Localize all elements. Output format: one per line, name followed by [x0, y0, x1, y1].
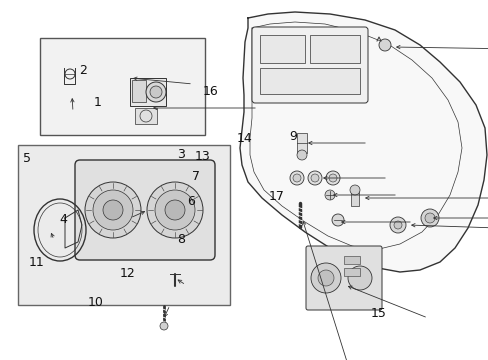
Bar	[130, 78, 165, 106]
Text: 11: 11	[29, 256, 44, 269]
Circle shape	[150, 86, 162, 98]
Circle shape	[307, 171, 321, 185]
Text: 12: 12	[119, 267, 135, 280]
Circle shape	[146, 82, 165, 102]
Bar	[350, 190, 358, 206]
Text: 7: 7	[191, 170, 199, 183]
Text: 17: 17	[268, 190, 284, 203]
Circle shape	[325, 171, 339, 185]
FancyBboxPatch shape	[251, 27, 367, 103]
Text: 13: 13	[195, 150, 210, 163]
Circle shape	[147, 182, 203, 238]
Circle shape	[296, 150, 306, 160]
Circle shape	[347, 266, 371, 290]
Bar	[132, 80, 146, 102]
Text: 4: 4	[60, 213, 67, 226]
Circle shape	[424, 213, 434, 223]
Text: 10: 10	[87, 296, 103, 309]
FancyBboxPatch shape	[75, 160, 215, 260]
Text: 3: 3	[177, 148, 184, 161]
Text: 5: 5	[23, 152, 31, 165]
Circle shape	[93, 190, 133, 230]
Circle shape	[389, 217, 405, 233]
Polygon shape	[240, 12, 486, 272]
Bar	[296, 133, 306, 153]
Bar	[343, 268, 359, 276]
Circle shape	[310, 174, 318, 182]
Bar	[260, 68, 359, 94]
Text: 16: 16	[202, 85, 218, 98]
Circle shape	[378, 39, 390, 51]
Bar	[135, 108, 157, 124]
Circle shape	[103, 200, 123, 220]
Circle shape	[349, 185, 359, 195]
Circle shape	[160, 322, 168, 330]
Bar	[343, 256, 359, 264]
Text: 15: 15	[370, 307, 386, 320]
Text: 8: 8	[177, 233, 184, 246]
Circle shape	[85, 182, 141, 238]
Text: 2: 2	[79, 64, 87, 77]
Circle shape	[328, 174, 336, 182]
Circle shape	[155, 190, 195, 230]
Circle shape	[317, 270, 333, 286]
Text: 1: 1	[94, 96, 102, 109]
Circle shape	[420, 209, 438, 227]
Circle shape	[164, 200, 184, 220]
Bar	[40, 38, 204, 135]
Circle shape	[289, 171, 304, 185]
Circle shape	[310, 263, 340, 293]
Bar	[260, 35, 305, 63]
Bar	[18, 145, 229, 305]
Text: 6: 6	[186, 195, 194, 208]
Circle shape	[292, 174, 301, 182]
Text: 9: 9	[289, 130, 297, 143]
Bar	[309, 35, 359, 63]
Circle shape	[331, 214, 343, 226]
Text: 14: 14	[236, 132, 252, 145]
Circle shape	[393, 221, 401, 229]
FancyBboxPatch shape	[305, 246, 381, 310]
Circle shape	[325, 190, 334, 200]
